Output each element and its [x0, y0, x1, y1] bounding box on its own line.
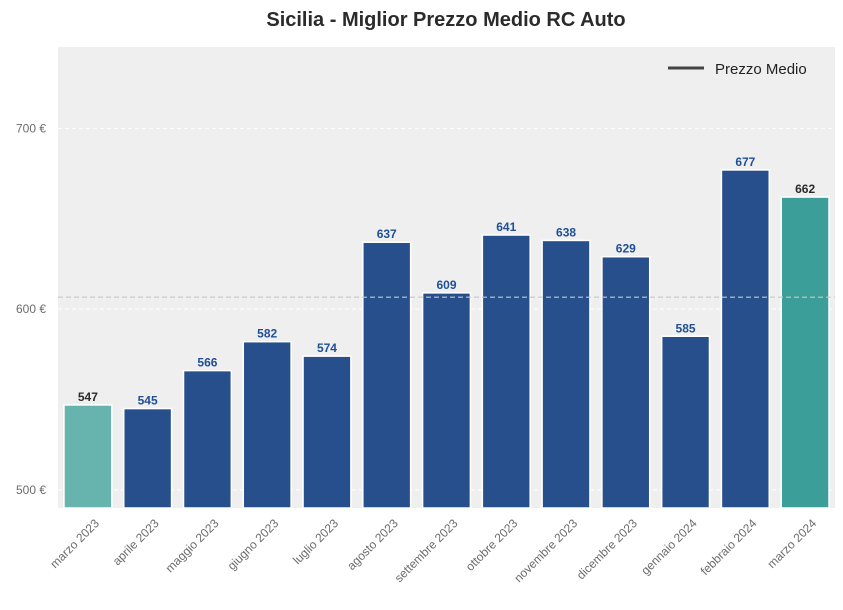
bar-9 — [541, 239, 591, 509]
data-label: 662 — [795, 182, 815, 196]
bar-8 — [481, 234, 531, 509]
data-label: 638 — [556, 225, 576, 239]
x-tick-label: febbraio 2024 — [698, 516, 760, 578]
y-axis: 500 € 600 € 700 € — [16, 121, 46, 497]
data-label: 637 — [377, 227, 397, 241]
bar-1 — [63, 404, 113, 509]
bar-13 — [780, 196, 830, 509]
bar-5 — [302, 355, 352, 509]
x-tick-label: gennaio 2024 — [638, 516, 700, 578]
x-tick-label: ottobre 2023 — [463, 516, 521, 574]
x-tick-label: maggio 2023 — [163, 516, 222, 575]
x-tick-label: luglio 2023 — [290, 516, 341, 567]
y-tick-label: 700 € — [16, 121, 46, 135]
bar-6 — [362, 241, 412, 509]
x-tick-label: settembre 2023 — [392, 516, 461, 585]
bar-12 — [720, 169, 771, 509]
bar-2 — [122, 407, 173, 509]
x-tick-label: novembre 2023 — [511, 516, 580, 585]
data-label: 582 — [257, 327, 277, 341]
chart-title: Sicilia - Miglior Prezzo Medio RC Auto — [266, 9, 625, 31]
data-label: 574 — [317, 341, 337, 355]
bar-7 — [421, 292, 472, 509]
bar-3 — [182, 369, 233, 509]
bar-10 — [601, 255, 651, 509]
y-tick-label: 500 € — [16, 483, 46, 497]
data-label: 545 — [138, 394, 158, 408]
legend-label: Prezzo Medio — [715, 61, 807, 78]
bar-4 — [242, 340, 292, 509]
data-label: 585 — [676, 321, 696, 335]
bar-11 — [660, 335, 711, 509]
data-label: 609 — [436, 278, 456, 292]
x-tick-label: agosto 2023 — [344, 516, 401, 573]
x-tick-label: giugno 2023 — [225, 516, 282, 573]
x-tick-label: aprile 2023 — [110, 516, 162, 568]
data-labels: 547 545 566 582 574 637 609 641 638 629 585 677 662 — [78, 155, 816, 408]
x-tick-label: marzo 2024 — [765, 516, 820, 571]
y-tick-label: 600 € — [16, 302, 46, 316]
data-label: 547 — [78, 390, 98, 404]
bars — [63, 169, 830, 509]
data-label: 677 — [735, 155, 755, 169]
x-tick-label: marzo 2023 — [47, 516, 102, 571]
x-tick-label: dicembre 2023 — [574, 516, 640, 582]
data-label: 566 — [197, 356, 217, 370]
data-label: 641 — [496, 220, 516, 234]
legend: Prezzo Medio — [668, 61, 807, 78]
x-axis: marzo 2023 aprile 2023 maggio 2023 giugno 2… — [47, 516, 819, 585]
data-label: 629 — [616, 242, 636, 256]
